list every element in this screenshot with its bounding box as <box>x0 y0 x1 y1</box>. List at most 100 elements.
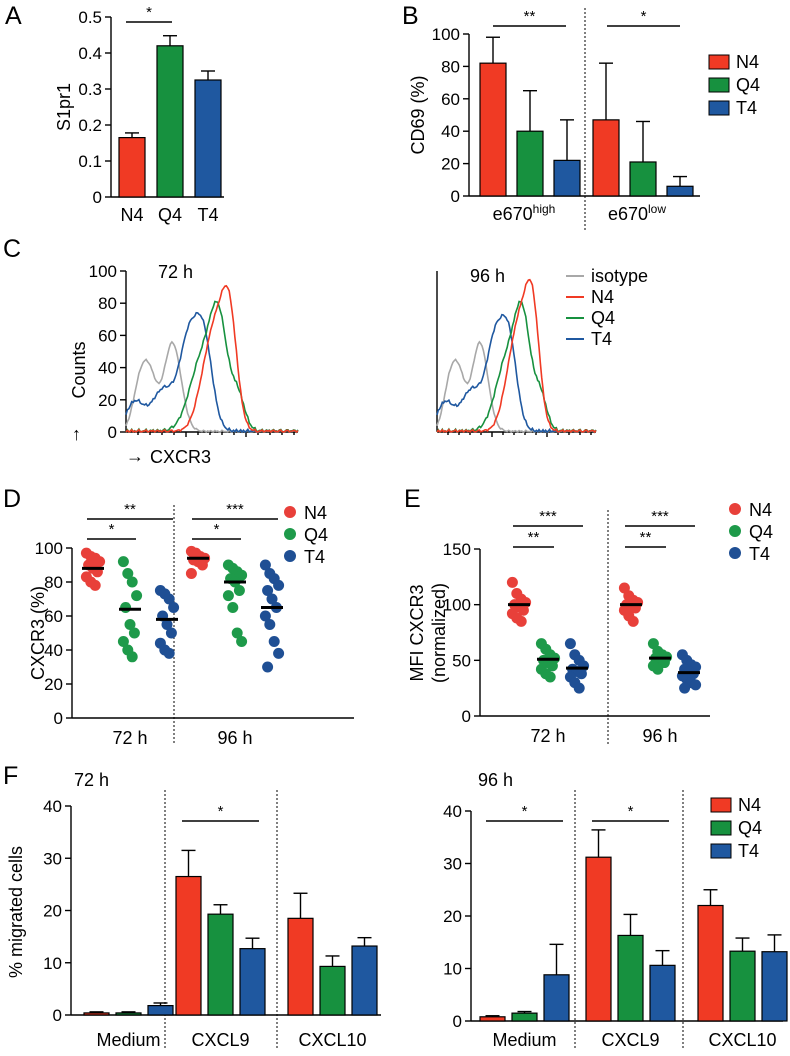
d-point-t4 <box>268 636 280 647</box>
d-point-t4 <box>259 559 271 571</box>
d-point-q4 <box>122 568 134 579</box>
f72-y-axis-label: % migrated cells <box>6 846 26 978</box>
f96-bar-t4 <box>761 951 788 1022</box>
f96-bar-n4 <box>697 904 724 1022</box>
a-x-tick-label: T4 <box>197 205 218 225</box>
d-point-q4 <box>117 556 129 568</box>
panel-label: E <box>404 485 421 513</box>
d-point-t4 <box>264 619 276 630</box>
panel-f-72h: F 72 h 0 10 20 30 40 % migrated cells Medium CXCL… <box>3 762 381 1050</box>
a-y-tick-label: 0.1 <box>78 152 102 171</box>
panel-label: D <box>3 485 21 513</box>
a-bar-n4 <box>118 137 146 198</box>
e-y-tick-label: 0 <box>462 707 471 726</box>
a-y-tick-label: 0.3 <box>78 80 102 99</box>
e-significance-label: *** <box>651 508 669 525</box>
d-legend-label-t4: T4 <box>304 547 325 567</box>
d-point-t4 <box>266 593 278 605</box>
d-point-q4 <box>236 636 248 647</box>
f96-legend-swatch-n4 <box>710 797 732 813</box>
b-group-label: e670high <box>493 202 556 224</box>
c-x-axis-label: CXCR3 <box>150 447 211 467</box>
c-72h-title: 72 h <box>158 262 193 282</box>
f72-y-tick-label: 0 <box>53 1006 62 1025</box>
f96-y-tick-label: 20 <box>443 907 462 926</box>
e-significance-label: ** <box>528 529 540 546</box>
b-bar-t4 <box>666 185 694 197</box>
b-y-tick-label: 60 <box>441 90 460 109</box>
e-point-t4 <box>679 682 691 694</box>
f96-legend-label-n4: N4 <box>738 795 761 815</box>
b-group-label: e670low <box>608 202 666 224</box>
a-x-tick-label: N4 <box>120 205 143 225</box>
d-point-q4 <box>231 627 243 639</box>
f72-bar-q4 <box>207 913 234 1016</box>
d-legend-marker-t4 <box>284 550 296 562</box>
d-y-tick-label: 80 <box>44 573 63 592</box>
e-legend-marker-n4 <box>729 503 741 515</box>
f72-y-tick-label: 30 <box>43 849 62 868</box>
e-legend-label-q4: Q4 <box>749 522 773 542</box>
b-y-axis-label: CD69 (%) <box>408 75 428 154</box>
e-y-axis-label-2: (normalized) <box>429 583 449 683</box>
c-72h-y-tick-label: 40 <box>98 359 117 378</box>
d-point-q4 <box>126 651 138 663</box>
f96-bar-q4 <box>511 1012 538 1022</box>
e-point-t4 <box>575 668 587 680</box>
c-72h-curve-isotype <box>125 340 299 434</box>
f72-group-label: CXCL9 <box>191 1030 249 1050</box>
d-point-q4 <box>227 602 239 613</box>
f96-group-label: CXCL9 <box>601 1030 659 1050</box>
d-point-t4 <box>273 579 285 591</box>
f72-group-label: CXCL10 <box>298 1030 366 1050</box>
d-point-t4 <box>262 661 274 673</box>
c-72h-y-tick-label: 80 <box>98 294 117 313</box>
d-point-q4 <box>117 636 129 647</box>
f96-group-label: Medium <box>492 1030 556 1050</box>
b-significance-high-label: ** <box>524 8 536 25</box>
panel-label: C <box>3 235 21 263</box>
e-point-n4 <box>627 615 639 627</box>
f96-bar-n4 <box>479 1016 506 1022</box>
f96-significance-label: * <box>522 803 528 820</box>
f96-y-tick-label: 30 <box>443 855 462 874</box>
b-bar-n4 <box>592 119 620 197</box>
f96-y-tick-label: 0 <box>453 1012 462 1031</box>
f72-significance-label: * <box>218 803 224 820</box>
f96-legend-label-t4: T4 <box>738 841 759 861</box>
b-significance-low-label: * <box>641 8 647 25</box>
e-point-n4 <box>506 576 518 588</box>
d-y-tick-label: 100 <box>35 539 63 558</box>
f72-bar-t4 <box>147 1004 174 1016</box>
d-point-t4 <box>262 585 274 596</box>
e-group-label: 72 h <box>530 726 565 746</box>
c-72h-y-tick-label: 20 <box>98 391 117 410</box>
e-significance-label: *** <box>539 508 557 525</box>
f96-bar-t4 <box>649 964 676 1022</box>
d-y-axis-label: CXCR3 (%) <box>28 586 48 680</box>
b-legend-swatch-q4 <box>708 77 730 93</box>
e-point-q4 <box>544 671 556 683</box>
f72-bar-n4 <box>287 917 314 1016</box>
e-legend-marker-t4 <box>729 547 741 559</box>
f96-title: 96 h <box>478 770 513 790</box>
d-y-tick-label: 40 <box>44 641 63 660</box>
e-legend-label-t4: T4 <box>749 544 770 564</box>
f72-bar-t4 <box>351 945 378 1016</box>
d-point-t4 <box>168 602 180 613</box>
b-bar-n4 <box>479 62 507 197</box>
d-point-n4 <box>196 559 208 571</box>
d-point-n4 <box>94 556 106 568</box>
d-group-label: 72 h <box>112 728 147 748</box>
f96-bar-n4 <box>585 856 612 1022</box>
a-x-tick-label: Q4 <box>158 205 182 225</box>
d-point-t4 <box>163 647 175 659</box>
e-point-t4 <box>573 682 585 694</box>
panel-e: E 0 50 100 150 MFI CXCR3 (normalized) 72 h 96 h *… <box>404 485 773 746</box>
c-x-arrow: → <box>126 446 144 466</box>
d-y-tick-label: 20 <box>44 675 63 694</box>
f96-bar-q4 <box>617 934 644 1022</box>
f72-y-tick-label: 40 <box>43 797 62 816</box>
